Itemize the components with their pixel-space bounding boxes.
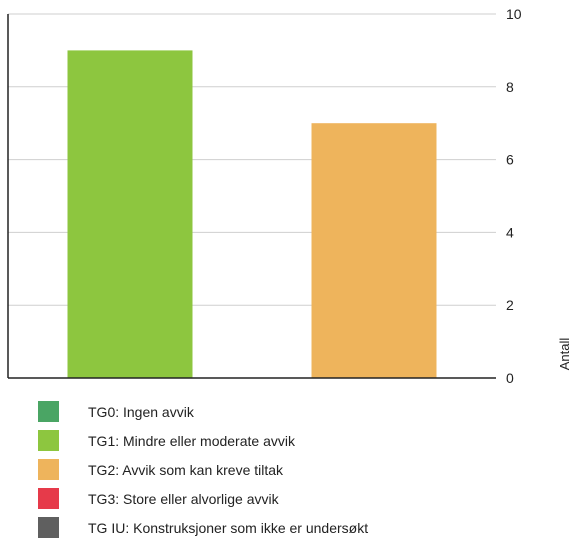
y-tick-label: 6	[506, 152, 514, 168]
legend-item: TG1: Mindre eller moderate avvik	[38, 426, 368, 455]
y-tick-labels: 0 2 4 6 8 10	[506, 6, 522, 386]
legend-item: TG2: Avvik som kan kreve tiltak	[38, 455, 368, 484]
bars	[67, 50, 437, 379]
legend-item: TG3: Store eller alvorlige avvik	[38, 484, 368, 513]
legend-item: TG IU: Konstruksjoner som ikke er unders…	[38, 513, 368, 542]
y-tick-label: 8	[506, 79, 514, 95]
legend-swatch	[38, 517, 59, 538]
y-tick-label: 0	[506, 370, 514, 386]
legend-label: TG2: Avvik som kan kreve tiltak	[88, 461, 284, 478]
legend: TG0: Ingen avvik TG1: Mindre eller modera…	[38, 397, 368, 542]
legend-label: TG IU: Konstruksjoner som ikke er unders…	[88, 519, 369, 536]
bar-2	[311, 123, 437, 378]
legend-label: TG1: Mindre eller moderate avvik	[88, 432, 295, 449]
legend-item: TG0: Ingen avvik	[38, 397, 368, 426]
y-tick-label: 4	[506, 224, 514, 240]
legend-swatch	[38, 430, 59, 451]
legend-swatch	[38, 459, 59, 480]
y-tick-label: 2	[506, 297, 514, 313]
legend-swatch	[38, 401, 59, 422]
y-axis-title: Antall	[557, 338, 572, 371]
bar-chart: 0 2 4 6 8 10 Antall	[7, 6, 572, 386]
legend-swatch	[38, 488, 59, 509]
legend-label: TG0: Ingen avvik	[88, 403, 194, 420]
bar-1	[67, 50, 193, 379]
legend-label: TG3: Store eller alvorlige avvik	[88, 490, 279, 507]
y-tick-label: 10	[506, 6, 522, 22]
